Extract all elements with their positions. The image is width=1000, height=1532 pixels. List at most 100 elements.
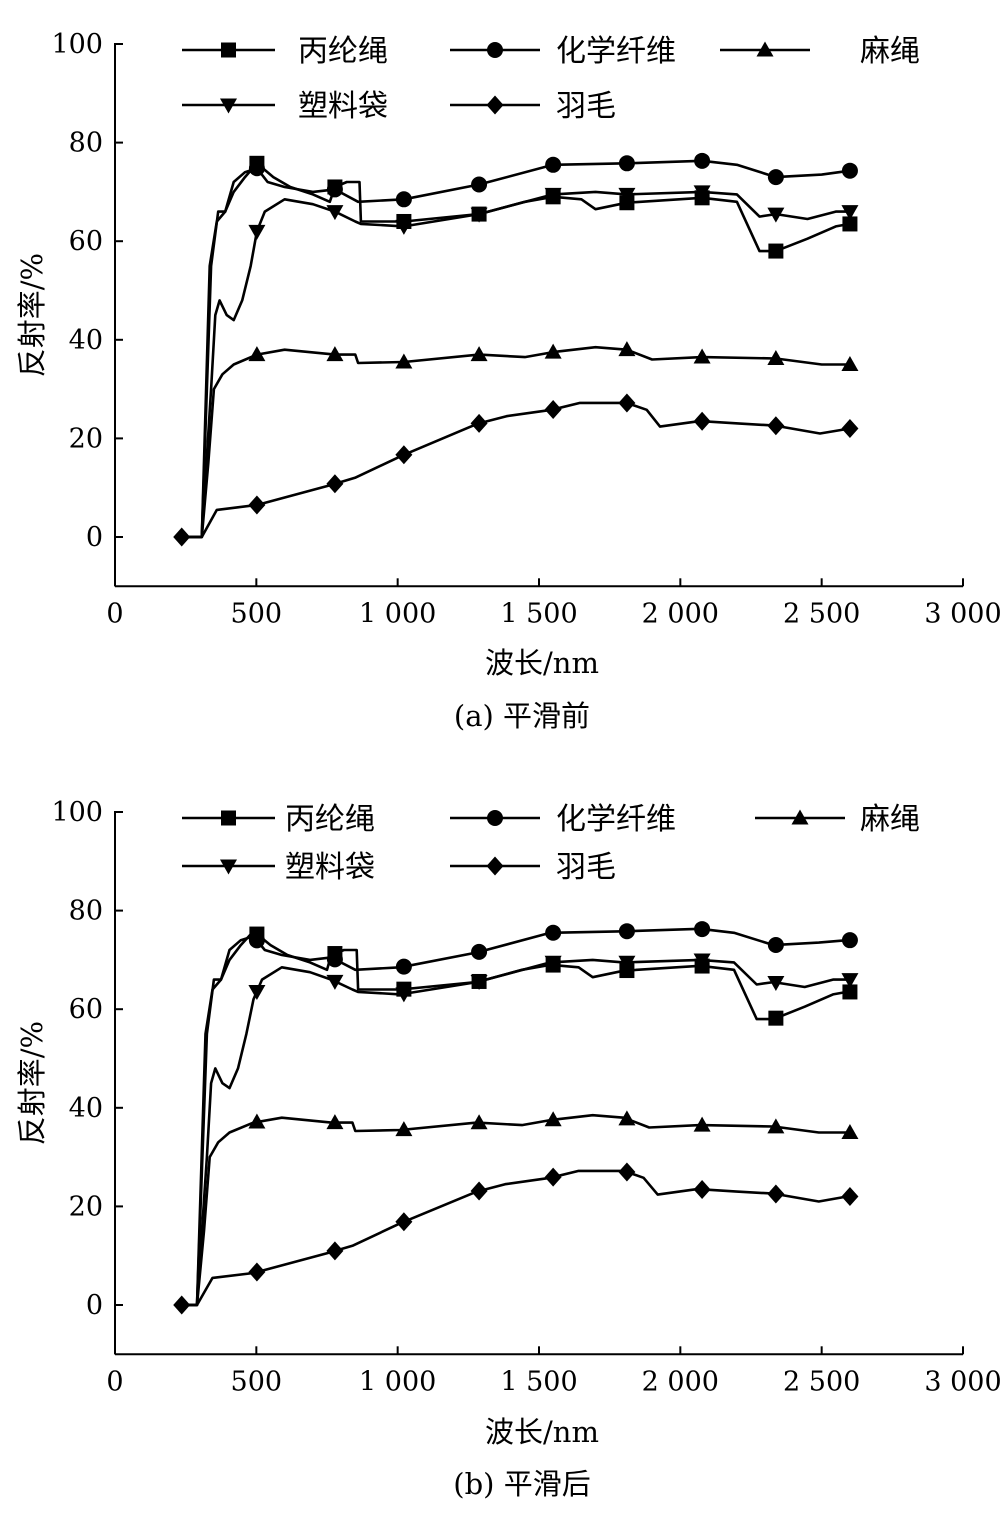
legend-marker-triangle-up [791,809,809,825]
legend-entry: 化学纤维 [450,802,676,837]
legend-marker-square [221,810,236,826]
x-tick-label: 1 500 [500,1366,577,1397]
series-line [181,345,850,539]
data-point-circle [326,181,343,198]
data-point-square [842,216,858,232]
data-point-diamond [470,413,488,433]
data-point-circle [326,951,343,968]
legend-marker-square [221,42,236,58]
legend-marker-triangle-up [756,41,774,57]
data-point-triangle-down [618,187,636,203]
data-point-circle [618,923,635,940]
y-tick-label: 60 [69,226,103,257]
data-point-circle [545,924,562,941]
x-tick-label: 2 000 [642,1366,719,1397]
data-point-diamond [693,1179,711,1199]
data-point-circle [767,936,784,953]
series-triangle-down [181,185,859,539]
legend-entry: 化学纤维 [450,34,676,69]
x-axis-title: 波长/nm [485,646,599,680]
data-point-circle [248,160,265,177]
x-tick-label: 2 000 [642,598,719,629]
data-point-diamond [841,1187,859,1207]
data-point-triangle-down [618,955,636,971]
series-line [181,401,851,539]
x-tick-label: 500 [231,598,283,629]
data-point-circle [694,152,711,169]
x-tick-label: 1 000 [359,1366,436,1397]
x-tick-label: 2 500 [783,1366,860,1397]
series-circle [181,921,858,1307]
legend-label: 化学纤维 [556,34,676,69]
data-point-circle [248,932,265,949]
legend-marker-circle [487,810,503,826]
data-point-triangle-down [841,973,859,989]
data-point-triangle-down [841,205,859,221]
data-point-triangle-down [470,207,488,223]
data-point-triangle-down [326,205,344,221]
legend-marker-diamond [486,856,504,876]
data-point-diamond [173,1295,191,1315]
data-point-triangle-down [544,187,562,203]
data-point-triangle-down [248,224,266,240]
data-point-triangle-up [248,346,266,362]
data-point-triangle-up [395,353,413,369]
data-point-diamond [326,474,344,494]
data-point-triangle-up [544,343,562,359]
series-triangle-down [181,953,859,1307]
series-line [181,190,850,539]
data-point-circle [471,943,488,960]
y-tick-label: 0 [86,522,103,553]
x-axis-title: 波长/nm [485,1415,599,1449]
legend-label: 丙纶绳 [298,34,388,69]
legend-entry: 麻绳 [720,34,920,69]
data-point-triangle-up [544,1111,562,1127]
data-point-triangle-down [693,953,711,969]
series-line [181,927,848,1307]
data-point-diamond [693,411,711,431]
data-point-square [768,1010,784,1026]
data-point-diamond [395,445,413,465]
data-point-triangle-down [767,975,785,991]
data-point-triangle-up [470,1114,488,1130]
legend-entry: 羽毛 [450,850,616,885]
y-tick-label: 60 [69,994,103,1025]
data-point-triangle-down [395,219,413,235]
figure-caption: (b) 平滑后 [453,1467,590,1501]
legend-label: 麻绳 [860,802,920,837]
legend-entry: 羽毛 [450,89,616,124]
data-point-diamond [248,1262,266,1282]
data-point-diamond [618,393,636,413]
data-point-circle [767,169,784,186]
legend-entry: 丙纶绳 [182,34,388,69]
data-point-triangle-up [693,1116,711,1132]
data-point-triangle-up [395,1121,413,1137]
series-triangle-up [181,1110,859,1307]
data-point-diamond [618,1162,636,1182]
data-point-square [842,984,858,1000]
y-axis-title: 反射率/% [15,253,49,377]
legend-entry: 塑料袋 [182,89,388,124]
legend-label: 羽毛 [556,850,616,885]
data-point-triangle-up [693,348,711,364]
y-tick-label: 40 [69,325,103,356]
legend-marker-diamond [486,95,504,115]
data-point-triangle-up [326,346,344,362]
data-point-diamond [544,399,562,419]
data-point-circle [395,191,412,208]
x-tick-label: 3 000 [924,1366,1000,1397]
legend-label: 塑料袋 [285,850,375,885]
data-point-triangle-up [470,346,488,362]
data-point-triangle-down [248,984,266,1000]
legend-label: 麻绳 [860,34,920,69]
data-point-diamond [767,1184,785,1204]
data-point-circle [545,156,562,173]
legend-marker-circle [487,42,503,58]
y-tick-label: 100 [51,797,103,828]
y-tick-label: 0 [86,1290,103,1321]
data-point-triangle-up [326,1114,344,1130]
x-tick-label: 1 000 [359,598,436,629]
